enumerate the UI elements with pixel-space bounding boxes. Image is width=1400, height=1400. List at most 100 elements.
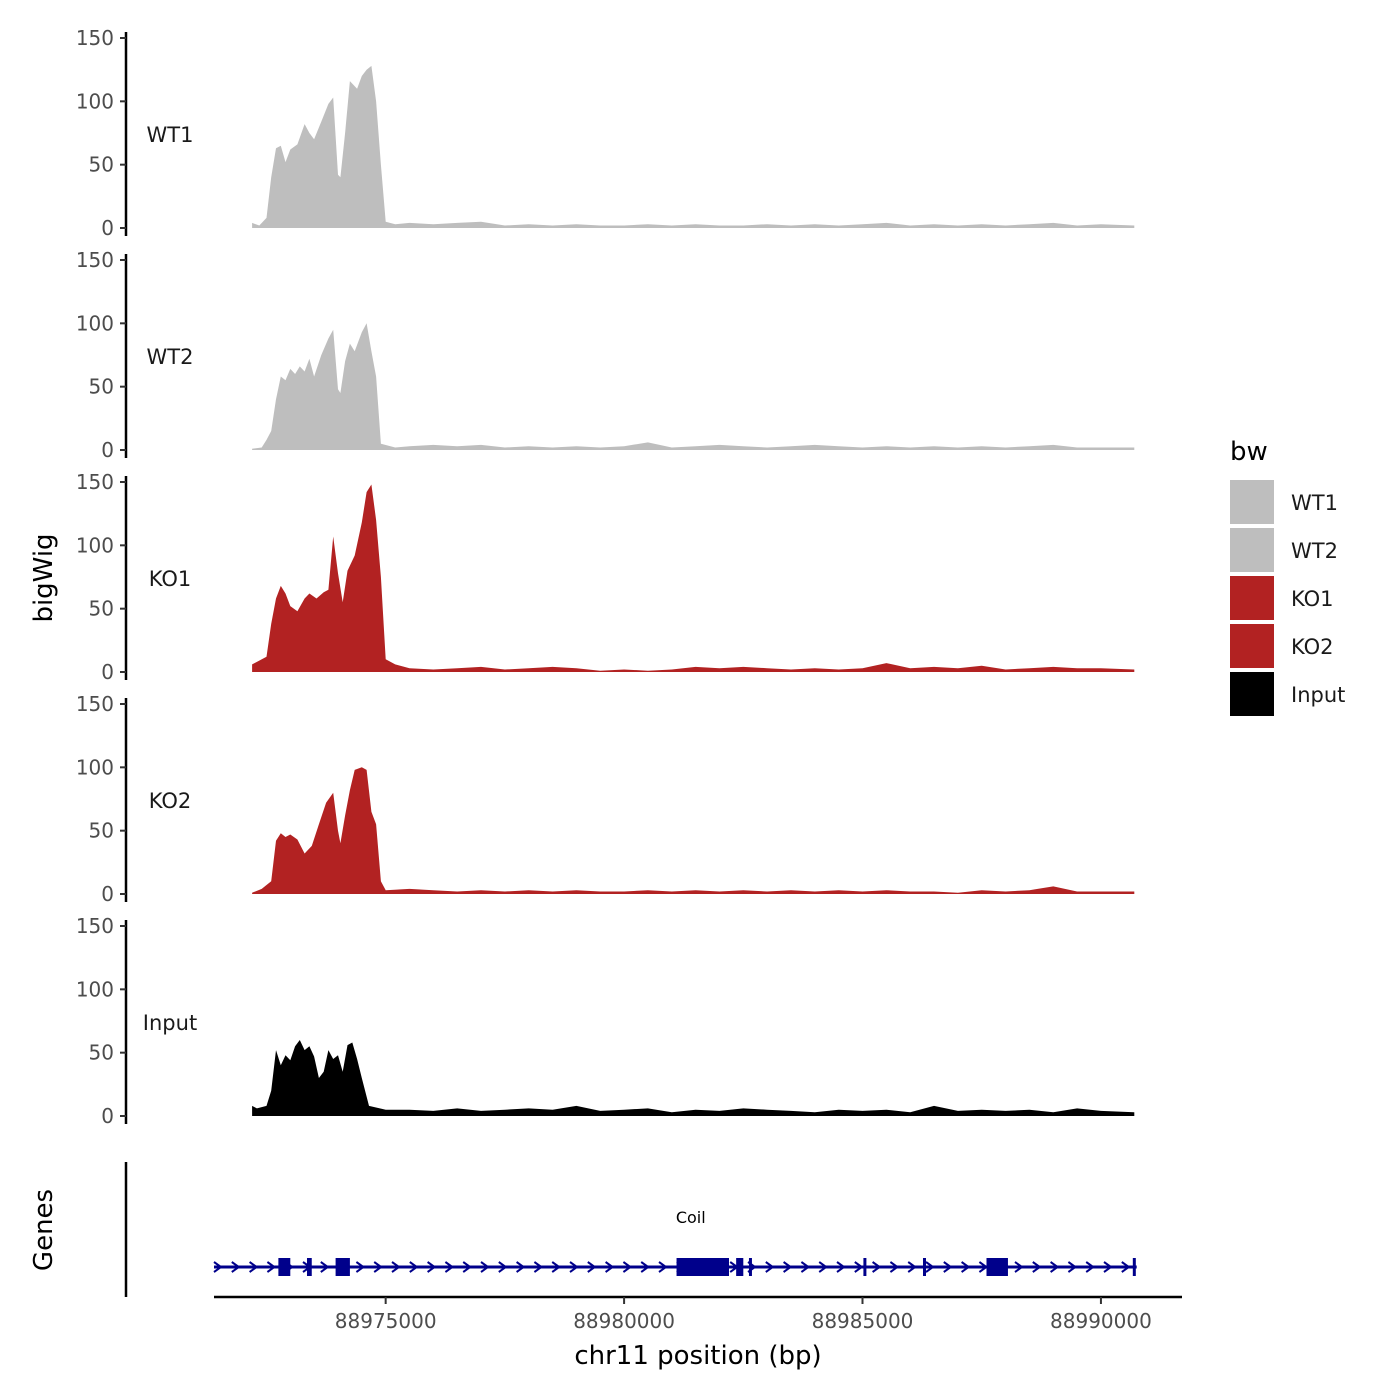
x-tick-label: 88975000	[335, 1309, 437, 1333]
y-tick-label: 50	[89, 1041, 114, 1065]
strand-arrow	[765, 1261, 775, 1273]
strand-arrow	[1067, 1261, 1078, 1273]
legend-label-wt2: WT2	[1291, 539, 1338, 563]
strand-arrow	[498, 1261, 508, 1273]
y-tick-label: 0	[101, 660, 114, 684]
strand-arrow	[818, 1261, 828, 1273]
strand-arrow	[480, 1261, 490, 1273]
gene-exon	[736, 1258, 744, 1276]
y-tick-label: 100	[76, 533, 114, 557]
strand-arrow	[658, 1261, 668, 1273]
y-tick-label: 50	[89, 375, 114, 399]
strand-arrow	[907, 1261, 917, 1273]
gene-exon	[335, 1258, 350, 1276]
y-tick-label: 150	[76, 248, 114, 272]
strand-arrow	[551, 1261, 561, 1273]
x-tick-label: 88985000	[812, 1309, 914, 1333]
strand-arrow	[409, 1261, 419, 1273]
y-tick-label: 100	[76, 977, 114, 1001]
strand-arrow	[640, 1261, 650, 1273]
strand-arrow	[320, 1261, 330, 1273]
strand-arrow	[516, 1261, 526, 1273]
genes-track: Genes Coil	[29, 1162, 1137, 1297]
gene-exon	[278, 1258, 291, 1276]
track-label-input: Input	[143, 1011, 197, 1035]
strand-arrow	[231, 1261, 241, 1273]
x-tick-label: 88980000	[573, 1309, 675, 1333]
strand-arrow	[249, 1261, 259, 1273]
strand-arrow	[1121, 1261, 1131, 1273]
legend-label-wt1: WT1	[1291, 491, 1338, 515]
gene-coil: Coil	[213, 1208, 1137, 1276]
y-tick-label: 0	[101, 438, 114, 462]
legend-label-input: Input	[1291, 683, 1345, 707]
strand-arrow	[943, 1261, 953, 1273]
y-axis-title: bigWig	[29, 533, 59, 622]
legend-swatch-wt2	[1230, 528, 1274, 572]
track-ko1: 0 50 100 150 KO1	[76, 470, 1135, 684]
x-ticks: 88975000 88980000 88985000 88990000	[335, 1297, 1152, 1333]
strand-arrow	[800, 1261, 811, 1273]
strand-arrow	[605, 1261, 615, 1273]
y-tick-label: 150	[76, 692, 114, 716]
signal-area-ko1	[252, 484, 1135, 672]
tracks: 0 50 100 150 WT1 0 50 100 150 WT2 0 50 100 150 KO1 0 50 1…	[76, 26, 1135, 1128]
strand-arrow	[783, 1261, 793, 1273]
strand-arrow	[1050, 1261, 1060, 1273]
legend-title: bw	[1230, 437, 1268, 467]
y-tick-label: 100	[76, 89, 114, 113]
track-wt1: 0 50 100 150 WT1	[76, 26, 1135, 240]
legend-swatch-ko1	[1230, 576, 1274, 620]
y-tick-label: 50	[89, 819, 114, 843]
strand-arrow	[373, 1261, 383, 1273]
gene-exon	[676, 1258, 729, 1276]
strand-arrow	[854, 1261, 864, 1273]
strand-arrow	[961, 1261, 971, 1273]
track-ko2: 0 50 100 150 KO2	[76, 692, 1135, 906]
y-tick-label: 0	[101, 882, 114, 906]
strand-arrow	[1103, 1261, 1113, 1273]
x-axis-title: chr11 position (bp)	[574, 1341, 821, 1371]
legend: bw WT1 WT2 KO1 KO2 Input	[1230, 437, 1345, 716]
legend-swatch-wt1	[1230, 480, 1274, 524]
strand-arrow	[872, 1261, 882, 1273]
y-tick-label: 0	[101, 1104, 114, 1128]
strand-arrow	[533, 1261, 544, 1273]
y-tick-label: 150	[76, 26, 114, 50]
y-tick-label: 100	[76, 755, 114, 779]
strand-arrow	[391, 1261, 401, 1273]
strand-arrow	[1014, 1261, 1024, 1273]
strand-arrow	[444, 1261, 455, 1273]
y-tick-label: 0	[101, 216, 114, 240]
strand-arrow	[978, 1261, 989, 1273]
strand-arrow	[427, 1261, 437, 1273]
strand-arrow	[213, 1261, 223, 1273]
strand-arrow	[266, 1261, 277, 1273]
track-input: 0 50 100 150 Input	[76, 914, 1135, 1128]
strand-arrow	[925, 1261, 935, 1273]
strand-arrow	[462, 1261, 472, 1273]
strand-arrow	[836, 1261, 846, 1273]
track-label-wt2: WT2	[147, 345, 194, 369]
track-wt2: 0 50 100 150 WT2	[76, 248, 1135, 462]
gene-models: Coil	[213, 1208, 1137, 1276]
y-tick-label: 50	[89, 153, 114, 177]
signal-area-wt2	[252, 323, 1135, 450]
track-label-ko2: KO2	[149, 789, 192, 813]
gene-label: Coil	[676, 1208, 706, 1227]
genes-axis-title: Genes	[29, 1189, 59, 1271]
strand-arrow	[587, 1261, 597, 1273]
y-tick-label: 100	[76, 311, 114, 335]
strand-arrow	[1032, 1261, 1042, 1273]
legend-label-ko2: KO2	[1291, 635, 1334, 659]
legend-swatch-ko2	[1230, 624, 1274, 668]
gene-exon	[986, 1258, 1008, 1276]
strand-arrow	[1085, 1261, 1095, 1273]
y-axis-title-group: bigWig	[29, 533, 59, 622]
x-tick-label: 88990000	[1050, 1309, 1152, 1333]
track-label-ko1: KO1	[149, 567, 192, 591]
strand-arrow	[569, 1261, 579, 1273]
legend-items: WT1 WT2 KO1 KO2 Input	[1230, 480, 1345, 716]
x-axis: 88975000 88980000 88985000 88990000 chr11 p…	[214, 1295, 1182, 1371]
